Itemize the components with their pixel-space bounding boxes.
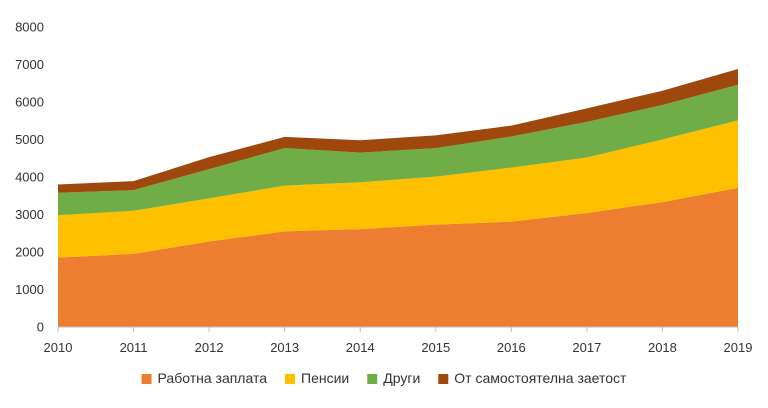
x-tick-label: 2017 (572, 340, 601, 355)
legend-swatch (367, 374, 378, 384)
legend: Работна заплата Пенсии Други От самостоятел… (141, 370, 627, 386)
legend-item-2: Други (367, 370, 420, 386)
x-tick-label: 2014 (346, 340, 375, 355)
area-layers (58, 69, 738, 327)
y-tick-label: 1000 (15, 282, 44, 297)
x-tick-label: 2012 (195, 340, 224, 355)
x-tick-label: 2011 (120, 340, 148, 355)
y-tick-label: 3000 (15, 207, 44, 222)
area-series-2 (58, 84, 738, 216)
legend-label: Пенсии (301, 370, 349, 386)
legend-swatch (141, 374, 152, 384)
y-axis-ticks: 0 1000 2000 3000 4000 5000 6000 7000 8000 (15, 20, 44, 335)
y-tick-label: 4000 (15, 170, 44, 185)
y-tick-label: 7000 (15, 57, 44, 72)
legend-item-0: Работна заплата (141, 370, 268, 386)
x-tick-label: 2010 (44, 340, 73, 355)
legend-label: Работна заплата (158, 370, 268, 386)
x-axis-ticks: 2010 2011 2012 2013 2014 2015 2016 2017 2018 2019 (44, 327, 753, 355)
legend-label: Други (383, 370, 420, 386)
y-tick-label: 6000 (15, 95, 44, 110)
y-tick-label: 0 (37, 320, 44, 335)
legend-item-1: Пенсии (285, 370, 349, 386)
x-tick-label: 2018 (648, 340, 677, 355)
legend-label: От самостоятелна заетост (454, 370, 627, 386)
y-tick-label: 5000 (15, 132, 44, 147)
y-tick-label: 8000 (15, 20, 44, 35)
legend-swatch (438, 374, 449, 384)
y-tick-label: 2000 (15, 245, 44, 260)
area-series-1 (58, 120, 738, 258)
area-series-3 (58, 69, 738, 193)
x-tick-label: 2013 (270, 340, 299, 355)
x-tick-label: 2019 (724, 340, 753, 355)
area-series-0 (58, 187, 738, 327)
x-tick-label: 2016 (497, 340, 526, 355)
x-tick-label: 2015 (421, 340, 450, 355)
legend-item-3: От самостоятелна заетост (438, 370, 627, 386)
legend-swatch (285, 374, 296, 384)
